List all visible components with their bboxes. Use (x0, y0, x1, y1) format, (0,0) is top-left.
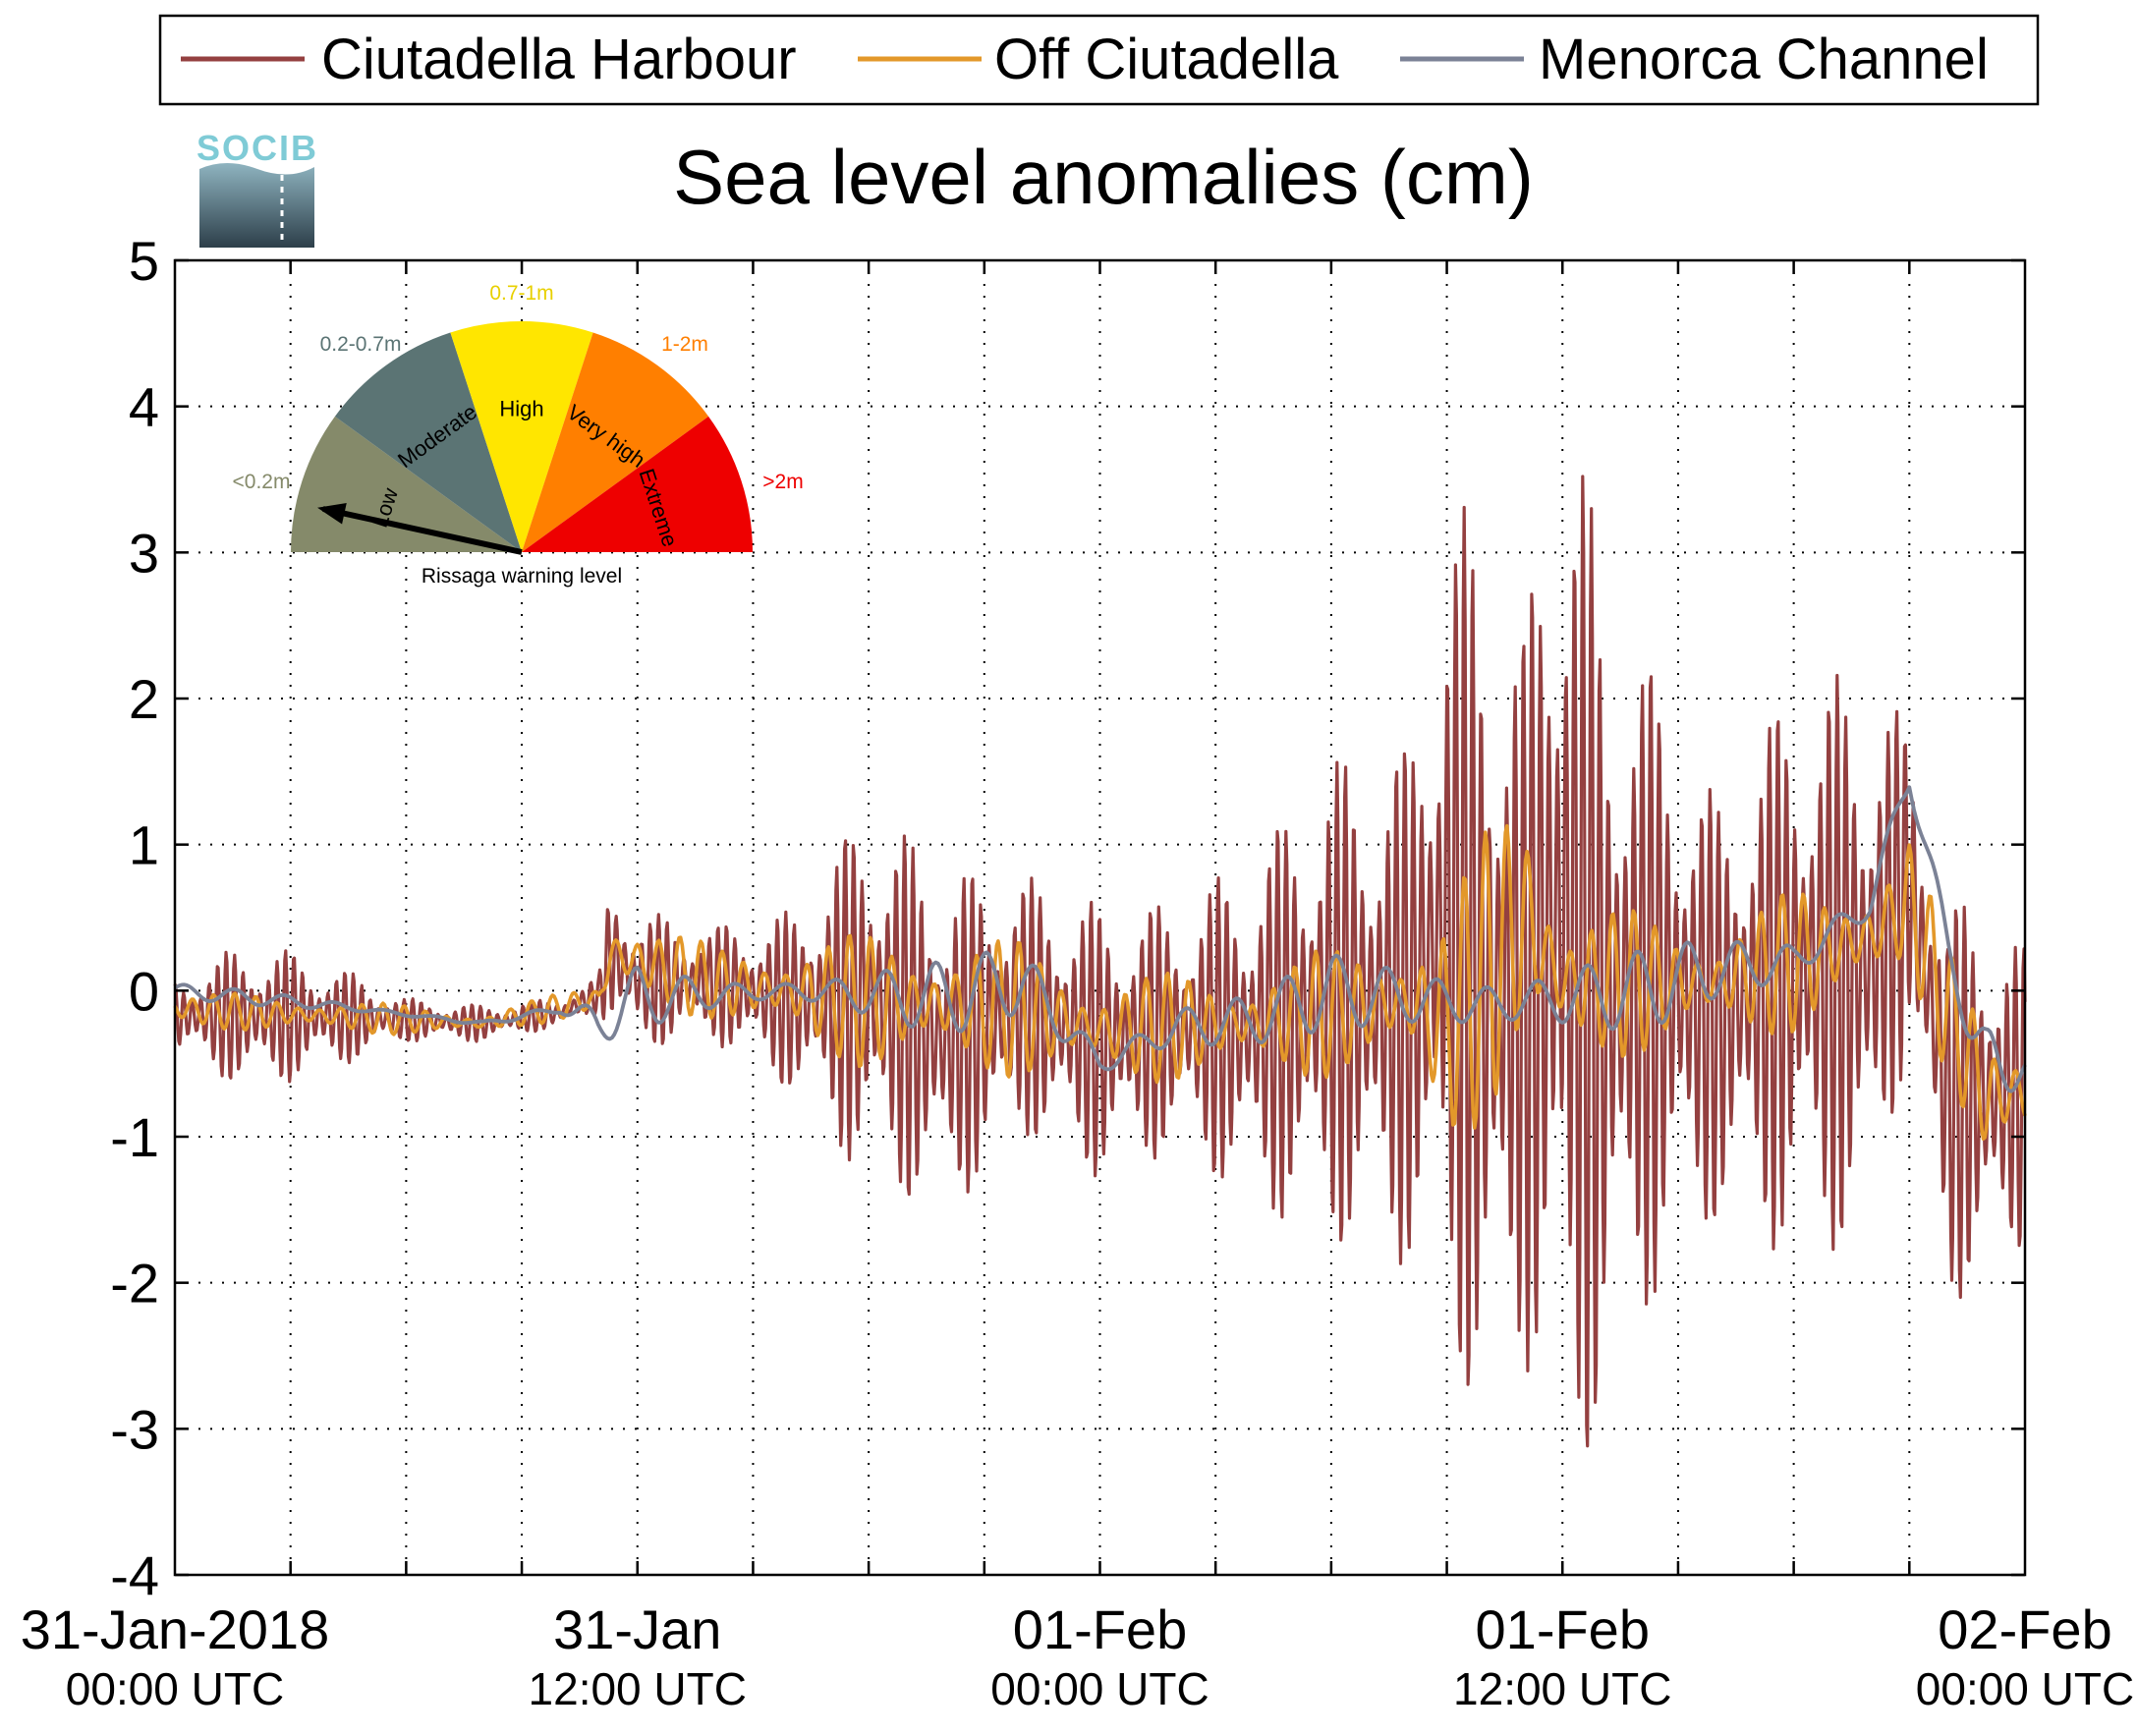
x-tick-label-date: 01-Feb (1476, 1598, 1650, 1660)
y-axis: 5 4 3 2 1 0 -1 -2 -3 -4 (110, 230, 2025, 1606)
series-line-menorca-channel (173, 785, 2027, 1093)
gauge-range-label: 1-2m (661, 333, 708, 356)
series-line-off-ciutadella (173, 823, 2027, 1141)
socib-logo-text: SOCIB (197, 128, 318, 168)
gauge-needle-head (317, 502, 347, 525)
x-tick-label-time: 12:00 UTC (529, 1663, 747, 1714)
x-tick-label-time: 12:00 UTC (1453, 1663, 1671, 1714)
y-tick-label: -1 (110, 1106, 159, 1168)
x-tick-label-date: 01-Feb (1013, 1598, 1187, 1660)
gauge-segment-very-high (522, 332, 709, 552)
x-tick-label-time: 00:00 UTC (990, 1663, 1209, 1714)
y-tick-label: 2 (129, 668, 159, 730)
y-tick-label: 3 (129, 522, 159, 584)
y-tick-label: 4 (129, 376, 159, 438)
gauge-segment-high (450, 321, 593, 552)
gauge-level-label: High (499, 396, 543, 420)
x-tick-label-date: 31-Jan (553, 1598, 721, 1660)
legend-item-off-ciutadella: Off Ciutadella (858, 28, 1339, 91)
y-tick-label: 1 (129, 814, 159, 876)
gauge-segment-low (291, 416, 522, 552)
legend-box (158, 14, 2040, 106)
x-tick-label-date: 31-Jan-2018 (21, 1598, 329, 1660)
legend-label-ciutadella-harbour: Ciutadella Harbour (321, 28, 797, 91)
legend-label-menorca-channel: Menorca Channel (1539, 28, 1989, 91)
gauge-caption: Rissaga warning level (422, 565, 622, 588)
legend-label-off-ciutadella: Off Ciutadella (994, 28, 1339, 91)
y-tick-label: 5 (129, 230, 159, 292)
gauge-range-label: >2m (762, 471, 803, 493)
y-tick-label: -2 (110, 1253, 159, 1315)
socib-logo: SOCIB (197, 128, 318, 248)
legend: Ciutadella Harbour Off Ciutadella Menorc… (158, 14, 2040, 106)
x-tick-label-date: 02-Feb (1938, 1598, 2111, 1660)
legend-item-menorca-channel: Menorca Channel (1400, 28, 1989, 91)
series-layer (173, 475, 2027, 1448)
gauge-needle (322, 506, 523, 555)
y-tick-label: -4 (110, 1544, 159, 1606)
gauge-range-label: 0.2-0.7m (320, 333, 402, 356)
gauge-range-label: <0.2m (233, 471, 291, 493)
gauge-segment-moderate (334, 332, 522, 552)
x-tick-label-time: 00:00 UTC (66, 1663, 284, 1714)
gauge-range-label: 0.7-1m (489, 282, 553, 305)
chart-title: Sea level anomalies (cm) (673, 134, 1534, 220)
y-tick-label: -3 (110, 1398, 159, 1460)
legend-item-ciutadella-harbour: Ciutadella Harbour (181, 28, 797, 91)
x-tick-label-time: 00:00 UTC (1916, 1663, 2134, 1714)
series-line-ciutadella-harbour (173, 475, 2027, 1448)
y-tick-label: 0 (129, 960, 159, 1022)
gauge-segment-extreme (522, 416, 753, 552)
